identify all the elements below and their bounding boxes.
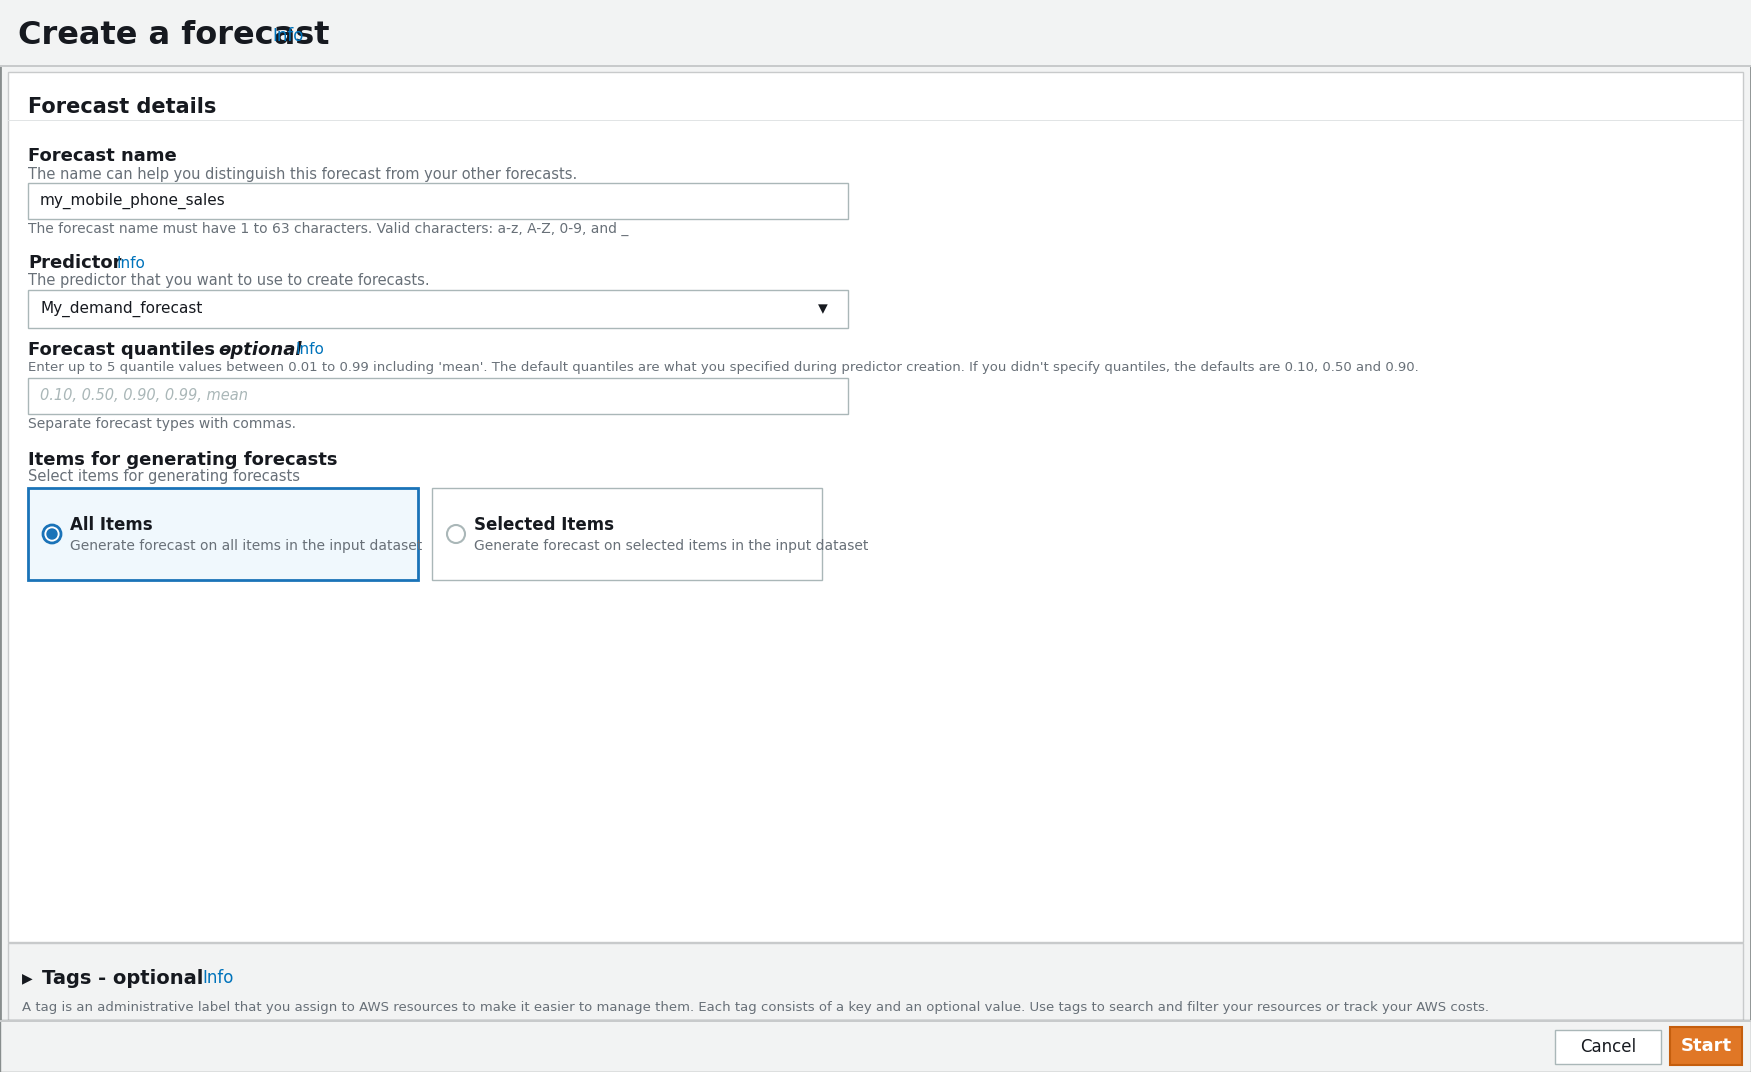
Text: Info: Info	[271, 27, 303, 45]
Bar	[9, 72, 1742, 942]
Text: ▶: ▶	[23, 971, 33, 985]
Text: Info: Info	[294, 342, 324, 357]
Text: optional: optional	[219, 341, 301, 359]
Bar	[1555, 1030, 1662, 1064]
Bar	[0, 0, 1751, 65]
Bar	[432, 488, 821, 580]
Bar	[0, 1019, 1751, 1072]
Bar	[28, 488, 418, 580]
Circle shape	[47, 528, 58, 539]
Text: Enter up to 5 quantile values between 0.01 to 0.99 including 'mean'. The default: Enter up to 5 quantile values between 0.…	[28, 361, 1418, 374]
Bar	[9, 942, 1742, 943]
Bar	[0, 1019, 1751, 1022]
Text: The predictor that you want to use to create forecasts.: The predictor that you want to use to cr…	[28, 273, 429, 288]
Text: Generate forecast on all items in the input dataset: Generate forecast on all items in the in…	[70, 539, 422, 553]
Text: Select items for generating forecasts: Select items for generating forecasts	[28, 470, 299, 485]
Text: ▾: ▾	[818, 299, 828, 318]
Text: Separate forecast types with commas.: Separate forecast types with commas.	[28, 417, 296, 431]
Text: Info: Info	[116, 255, 145, 270]
Text: Create a forecast: Create a forecast	[18, 20, 329, 51]
Text: All Items: All Items	[70, 516, 152, 534]
Circle shape	[447, 525, 466, 544]
Text: Forecast name: Forecast name	[28, 147, 177, 165]
Text: The forecast name must have 1 to 63 characters. Valid characters: a-z, A-Z, 0-9,: The forecast name must have 1 to 63 char…	[28, 222, 629, 236]
Bar	[1670, 1027, 1742, 1064]
Text: Forecast details: Forecast details	[28, 96, 217, 117]
Text: Generate forecast on selected items in the input dataset: Generate forecast on selected items in t…	[475, 539, 868, 553]
Text: Forecast quantiles -: Forecast quantiles -	[28, 341, 235, 359]
Text: Info: Info	[201, 969, 233, 987]
Text: A tag is an administrative label that you assign to AWS resources to make it eas: A tag is an administrative label that yo…	[23, 1001, 1488, 1014]
Text: Predictor: Predictor	[28, 254, 121, 272]
Text: Selected Items: Selected Items	[475, 516, 615, 534]
Text: Items for generating forecasts: Items for generating forecasts	[28, 451, 338, 470]
Bar	[28, 183, 847, 219]
Text: My_demand_forecast: My_demand_forecast	[40, 301, 203, 317]
Text: 0.10, 0.50, 0.90, 0.99, mean: 0.10, 0.50, 0.90, 0.99, mean	[40, 388, 249, 403]
Text: my_mobile_phone_sales: my_mobile_phone_sales	[40, 193, 226, 209]
Text: The name can help you distinguish this forecast from your other forecasts.: The name can help you distinguish this f…	[28, 166, 578, 181]
Bar	[9, 943, 1742, 1019]
Bar	[0, 65, 1751, 66]
Bar	[28, 291, 847, 328]
Text: Cancel: Cancel	[1579, 1038, 1635, 1056]
Text: Tags - optional: Tags - optional	[42, 968, 203, 987]
Text: Start: Start	[1681, 1037, 1732, 1055]
Bar	[28, 378, 847, 414]
Circle shape	[44, 525, 61, 544]
